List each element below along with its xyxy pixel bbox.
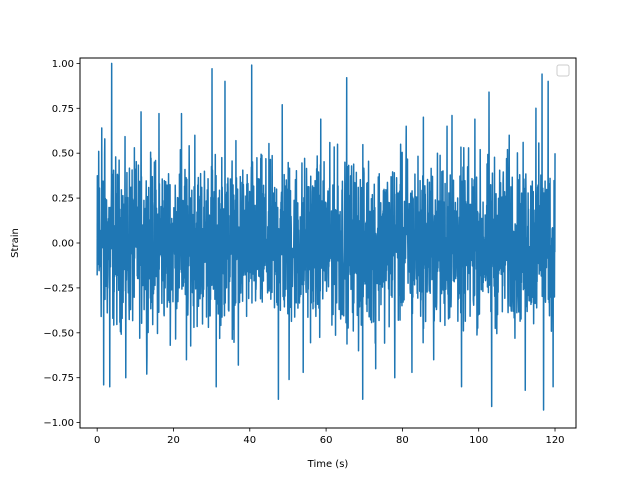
x-tick-label: 0: [94, 435, 100, 446]
y-axis: 1.00 0.75 0.50 0.25 0.00 −0.25 −0.50 −0.75 −1.00: [43, 59, 80, 429]
legend: [556, 64, 570, 77]
x-tick-label: 120: [545, 435, 564, 446]
x-tick-label: 80: [396, 435, 409, 446]
x-tick-label: 60: [320, 435, 333, 446]
y-tick-label: −0.25: [43, 283, 74, 294]
strain-series-line: [96, 62, 556, 411]
x-tick-label: 100: [469, 435, 488, 446]
x-axis-label: Time (s): [307, 459, 349, 470]
y-axis-label: Strain: [10, 228, 21, 258]
y-tick-label: 1.00: [52, 59, 74, 70]
x-tick-label: 20: [167, 435, 180, 446]
y-tick-label: 0.50: [52, 149, 74, 160]
y-tick-label: 0.00: [52, 239, 74, 250]
x-tick-label: 40: [243, 435, 256, 446]
plot-area: [96, 62, 556, 411]
y-tick-label: 0.75: [52, 104, 74, 115]
series-layer: [96, 62, 556, 411]
y-tick-label: −0.75: [43, 373, 74, 384]
y-tick-label: −1.00: [43, 418, 74, 429]
legend-box: [556, 64, 570, 77]
x-axis: 0 20 40 60 80 100 120: [94, 428, 565, 446]
y-tick-label: −0.50: [43, 328, 74, 339]
y-tick-label: 0.25: [52, 194, 74, 205]
